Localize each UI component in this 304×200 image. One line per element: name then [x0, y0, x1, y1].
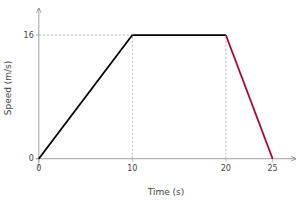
y-tick [36, 35, 39, 36]
chart: 0 10 20 25 0 16 Time (s) Speed (m/s) [0, 0, 304, 200]
x-tick-label: 0 [36, 164, 41, 173]
line-segment [132, 34, 226, 36]
x-tick [225, 159, 226, 162]
line-segment [39, 35, 133, 159]
x-tick [272, 159, 273, 162]
y-axis-label: Speed (m/s) [3, 61, 13, 116]
y-tick-label: 16 [24, 31, 34, 40]
reference-line [225, 35, 226, 159]
plot-area [39, 35, 273, 159]
x-tick-label: 10 [127, 164, 137, 173]
y-axis [38, 8, 39, 168]
x-axis [36, 158, 296, 159]
x-tick [38, 159, 39, 162]
reference-line [132, 35, 133, 159]
reference-line [39, 35, 133, 36]
x-tick-label: 25 [268, 164, 278, 173]
x-tick [132, 159, 133, 162]
line-segment [226, 35, 273, 159]
y-tick-label: 0 [29, 154, 34, 163]
x-axis-label: Time (s) [147, 187, 185, 197]
x-tick-label: 20 [221, 164, 231, 173]
